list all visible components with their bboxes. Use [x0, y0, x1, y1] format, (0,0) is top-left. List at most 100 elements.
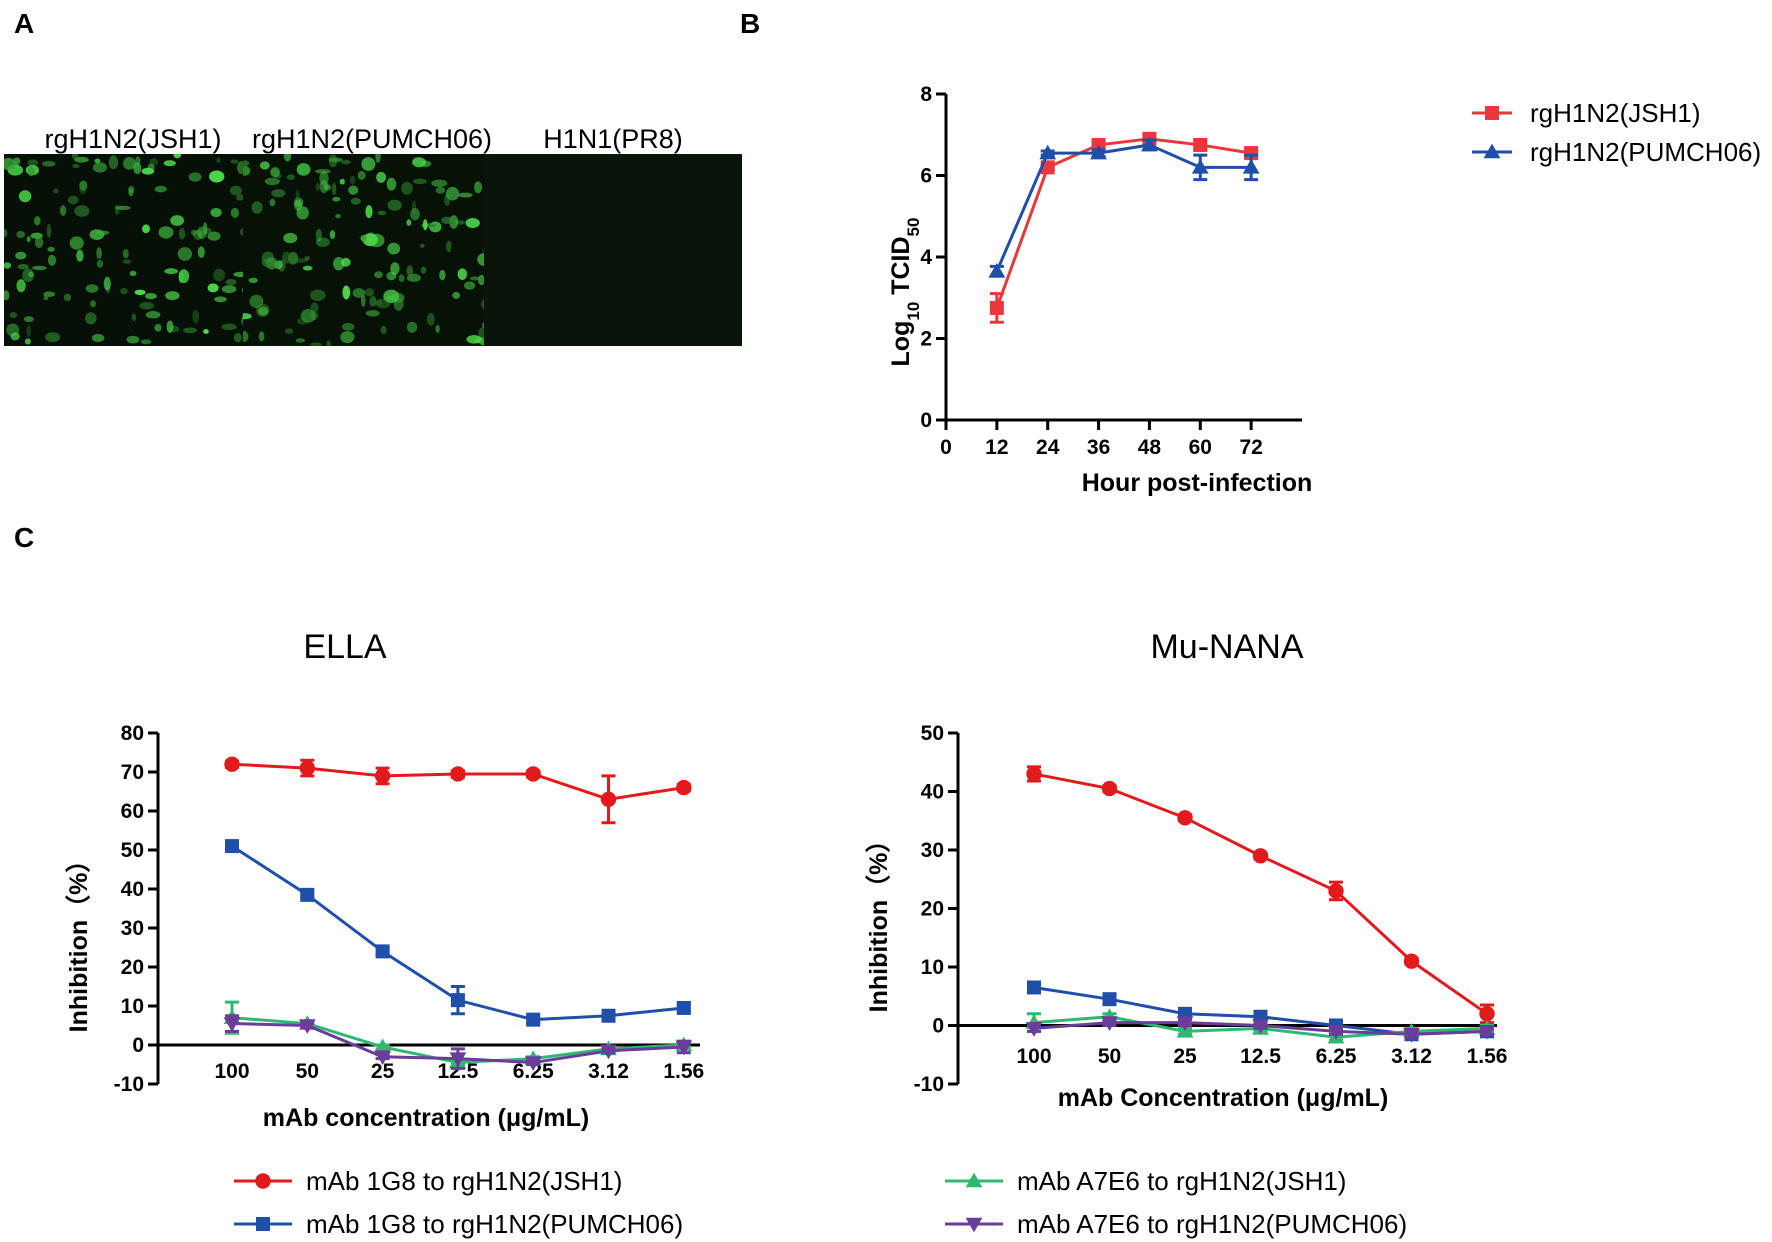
chartC2-series-line-0 [1033, 772, 1488, 1016]
chartC2-point [1253, 1009, 1268, 1024]
fluorescent-cell [349, 175, 356, 185]
chart-b-y-tick-label: 4 [920, 246, 932, 269]
chartC1-y-tick-label: 70 [121, 761, 144, 784]
chartC1-y-tick-label: 10 [121, 995, 144, 1018]
fluorescent-cell [4, 157, 16, 171]
fluorescent-cell [18, 190, 32, 203]
chartC2-series-line-1 [1033, 985, 1488, 1036]
fluorescent-cell [243, 166, 251, 176]
chartC1-point [524, 1050, 542, 1065]
chartC2-error-bar [1480, 1026, 1494, 1036]
fluorescent-cell [332, 196, 341, 202]
chart-b-error-bar [1193, 153, 1208, 182]
chart-b-y-tick-label: 6 [920, 165, 932, 188]
chartC2-error-bar [1404, 956, 1419, 966]
chartC2-point [1252, 1020, 1269, 1035]
fluorescent-cell [270, 167, 280, 178]
chart-c-legend-label: mAb A7E6 to rgH1N2(JSH1) [1017, 1166, 1346, 1196]
chartC1-point [223, 1009, 241, 1024]
fluorescent-cell [76, 249, 84, 262]
fluorescent-cell [435, 186, 446, 194]
chartC1-point [224, 756, 240, 772]
micrograph-pumch06 [243, 154, 501, 346]
fluorescent-cell [419, 243, 425, 248]
chart-b-error-bar [1091, 139, 1106, 151]
chart-b-y-tick-label: 8 [920, 83, 932, 106]
fluorescent-cell [406, 321, 418, 333]
chartC1-series-line-0 [231, 762, 685, 801]
chartC1-y-tick-label: 0 [132, 1034, 144, 1057]
chartC1-y-tick-label: 20 [121, 956, 144, 979]
chart-c-legend-label: mAb A7E6 to rgH1N2(PUMCH06) [1017, 1209, 1407, 1239]
fluorescent-cell [348, 185, 359, 195]
fluorescent-cell [47, 246, 55, 252]
chartC2-point [1101, 780, 1118, 797]
chart-b-legend-marker [1483, 143, 1501, 159]
panel-a-letter: A [14, 8, 35, 39]
fluorescent-cell [457, 268, 468, 280]
fluorescent-cell [188, 172, 202, 182]
chart-b-x-tick-label: 12 [985, 436, 1008, 459]
fluorescent-cell [296, 163, 311, 176]
fluorescent-cell [24, 338, 31, 345]
chartC1-error-bar [300, 758, 315, 778]
chartC1-point [600, 1040, 617, 1056]
chart-c-ella-title: ELLA [303, 628, 386, 666]
fluorescent-cell [139, 301, 155, 310]
chartC1-point [374, 1050, 391, 1066]
fluorescent-cell [114, 205, 131, 210]
chart-b-ylabel: Log10 TCID50 [887, 218, 923, 367]
chart-b-series-line-0 [995, 137, 1252, 309]
chartC1-series-line-2 [231, 1016, 684, 1065]
chartC2-x-tick-label: 6.25 [1316, 1045, 1357, 1068]
fluorescent-cell [361, 294, 366, 307]
fluorescent-cell [283, 232, 298, 244]
chartC1-point [676, 779, 692, 796]
chartC2-series-line-3 [1033, 1021, 1488, 1036]
chart-b-point [1242, 158, 1260, 174]
fluorescent-cell [435, 324, 440, 334]
chartC1-error-bar [526, 1015, 541, 1025]
chartC2-point [1327, 1028, 1345, 1044]
chart-b-x-tick-label: 60 [1189, 436, 1212, 459]
fluorescent-cell [464, 281, 476, 290]
fluorescent-cell [178, 271, 184, 284]
fluorescent-cell [28, 271, 34, 278]
chartC2-error-bar [1329, 1021, 1343, 1030]
chart-b-legend-marker [1485, 106, 1499, 120]
chartC1-point [375, 944, 390, 959]
chartC2-y-tick-label: 10 [921, 956, 944, 979]
fluorescent-cell [326, 340, 331, 346]
fluorescent-cell [285, 328, 294, 334]
fluorescent-cell [271, 189, 286, 198]
fluorescent-cell [210, 207, 222, 218]
fluorescent-cell [360, 235, 367, 242]
fluorescent-cell [390, 262, 400, 275]
chart-b-point [988, 262, 1006, 278]
fluorescent-cell [469, 276, 480, 281]
chartC1-point [601, 1008, 616, 1023]
chart-b-legend-label: rgH1N2(JSH1) [1530, 98, 1701, 128]
chart-b-y-tick-label: 2 [920, 328, 932, 351]
fluorescent-cell [16, 279, 26, 293]
chartC2-y-tick-label: 30 [921, 839, 944, 862]
chartC1-point [298, 1019, 316, 1034]
fluorescent-cell [315, 228, 322, 242]
fluorescent-cell [89, 229, 105, 240]
fluorescent-cell [72, 163, 80, 169]
micrograph-label-pr8: H1N1(PR8) [543, 124, 683, 154]
chartC1-error-bar [225, 1000, 239, 1035]
chartC2-error-bar [1404, 1026, 1419, 1036]
fluorescent-cell [45, 332, 61, 342]
fluorescent-cell [410, 207, 420, 221]
chartC1-point [600, 791, 617, 807]
chartC2-y-tick-label: 0 [932, 1015, 944, 1038]
chart-b-error-bar [1244, 148, 1259, 158]
chart-b-error-bar [1040, 163, 1055, 171]
fluorescent-cell [79, 180, 88, 191]
chartC2-error-bar [1027, 765, 1041, 783]
chartC1-error-bar [676, 1003, 691, 1013]
fluorescent-cell [43, 295, 49, 301]
fluorescent-cell [302, 265, 313, 271]
chartC2-x-tick-label: 1.56 [1467, 1045, 1508, 1068]
